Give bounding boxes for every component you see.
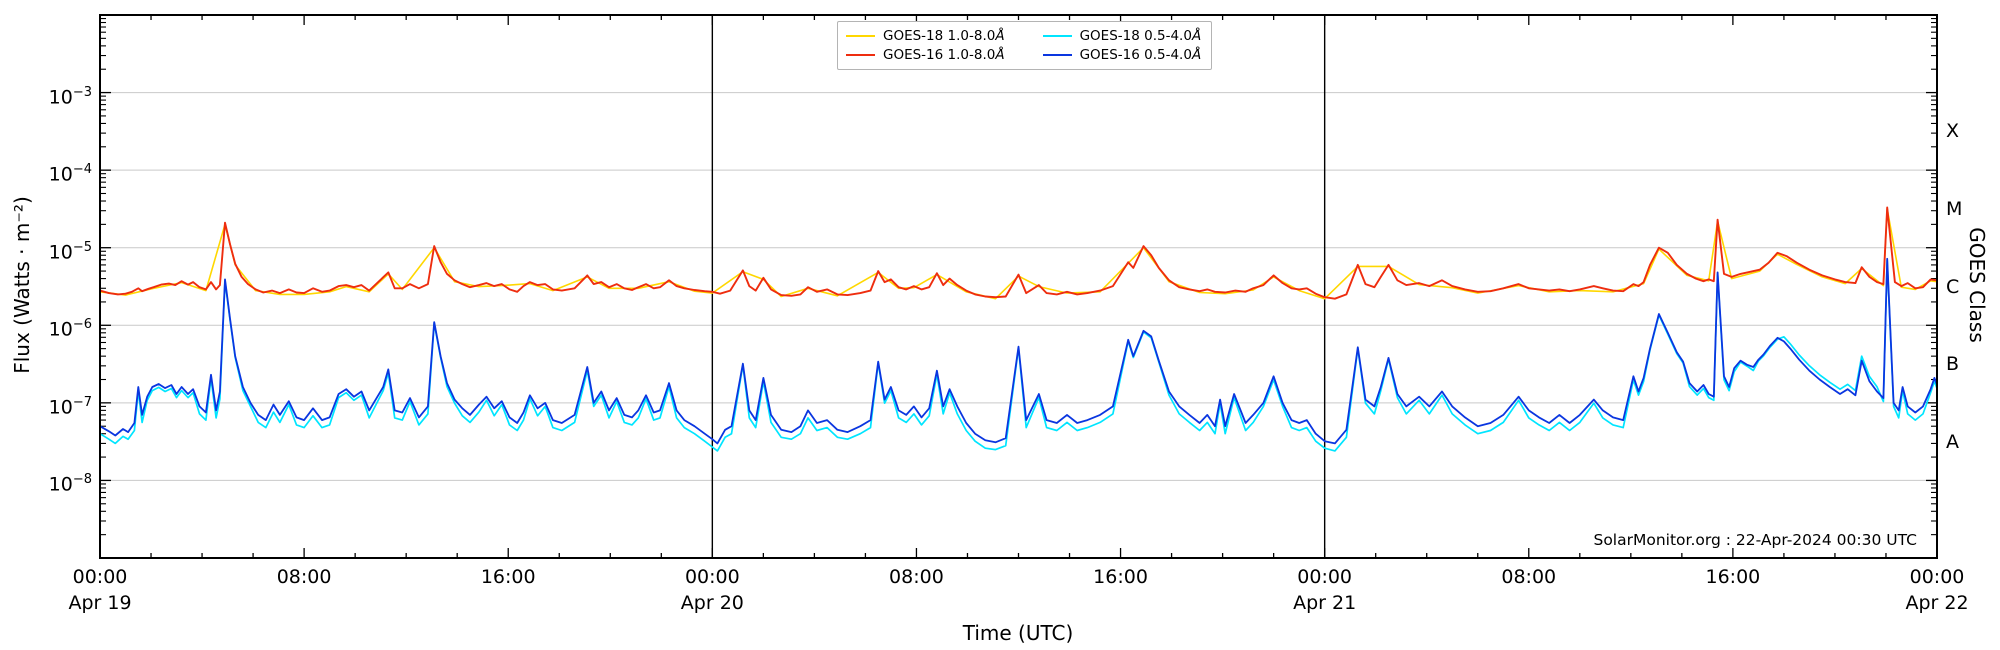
goes-class-x: X bbox=[1946, 120, 1960, 143]
legend-entry: GOES-18 0.5-4.0Å bbox=[1042, 28, 1202, 44]
x-tick-label: 08:00 bbox=[1501, 566, 1557, 588]
x-date-label: Apr 22 bbox=[1905, 592, 1969, 614]
x-tick-label: 00:00 bbox=[684, 566, 740, 588]
legend-entry-label: GOES-18 0.5-4.0Å bbox=[1079, 28, 1202, 44]
x-date-label: Apr 21 bbox=[1293, 592, 1357, 614]
legend: GOES-18 1.0-8.0Å GOES-16 1.0-8.0Å GOES-18 … bbox=[837, 21, 1213, 70]
legend-entry-label: GOES-16 0.5-4.0Å bbox=[1079, 47, 1202, 63]
x-tick-label: 16:00 bbox=[480, 566, 536, 588]
goes-class-b: B bbox=[1946, 353, 1960, 376]
legend-line-sample bbox=[1042, 54, 1072, 56]
x-axis-label: Time (UTC) bbox=[962, 621, 1074, 645]
goes-class-c: C bbox=[1946, 275, 1960, 298]
x-tick-label: 00:00 bbox=[1909, 566, 1965, 588]
x-tick-label: 00:00 bbox=[72, 566, 128, 588]
legend-entry-label: GOES-18 1.0-8.0Å bbox=[883, 28, 1005, 44]
legend-entry-label: GOES-16 1.0-8.0Å bbox=[883, 47, 1005, 63]
series-line-goes-16-0-5-4-0- bbox=[99, 257, 1938, 445]
x-tick-label: 16:00 bbox=[1705, 566, 1761, 588]
y-tick-label: 10−6 bbox=[48, 317, 92, 341]
legend-line-sample bbox=[1042, 35, 1072, 37]
y-tick-label: 10−5 bbox=[48, 239, 92, 264]
x-tick-label: 16:00 bbox=[1093, 566, 1148, 588]
solarmonitor-annotation: SolarMonitor.org : 22-Apr-2024 00:30 UTC bbox=[1593, 531, 1917, 549]
series-line-goes-18-0-5-4-0- bbox=[99, 259, 1938, 452]
series-line-goes-16-1-0-8-0- bbox=[99, 206, 1938, 300]
x-tick-label: 08:00 bbox=[889, 566, 944, 588]
legend-entry: GOES-16 1.0-8.0Å bbox=[846, 47, 1005, 63]
goes-class-a: A bbox=[1946, 430, 1959, 453]
legend-line-sample bbox=[846, 35, 875, 37]
legend-line-sample bbox=[846, 54, 875, 56]
x-tick-label: 08:00 bbox=[276, 566, 332, 588]
y-tick-label: 10−4 bbox=[48, 162, 92, 186]
x-date-label: Apr 20 bbox=[680, 592, 744, 614]
legend-entry: GOES-18 1.0-8.0Å bbox=[846, 28, 1005, 44]
legend-entry: GOES-16 0.5-4.0Å bbox=[1042, 47, 1202, 63]
y-tick-label: 10−8 bbox=[48, 472, 92, 496]
x-date-label: Apr 19 bbox=[68, 592, 132, 614]
plot-frame bbox=[99, 14, 1938, 559]
y-tick-label: 10−3 bbox=[48, 84, 92, 108]
y-tick-label: 10−7 bbox=[48, 394, 92, 419]
goes-class-m: M bbox=[1946, 197, 1963, 220]
x-tick-label: 00:00 bbox=[1297, 566, 1353, 588]
